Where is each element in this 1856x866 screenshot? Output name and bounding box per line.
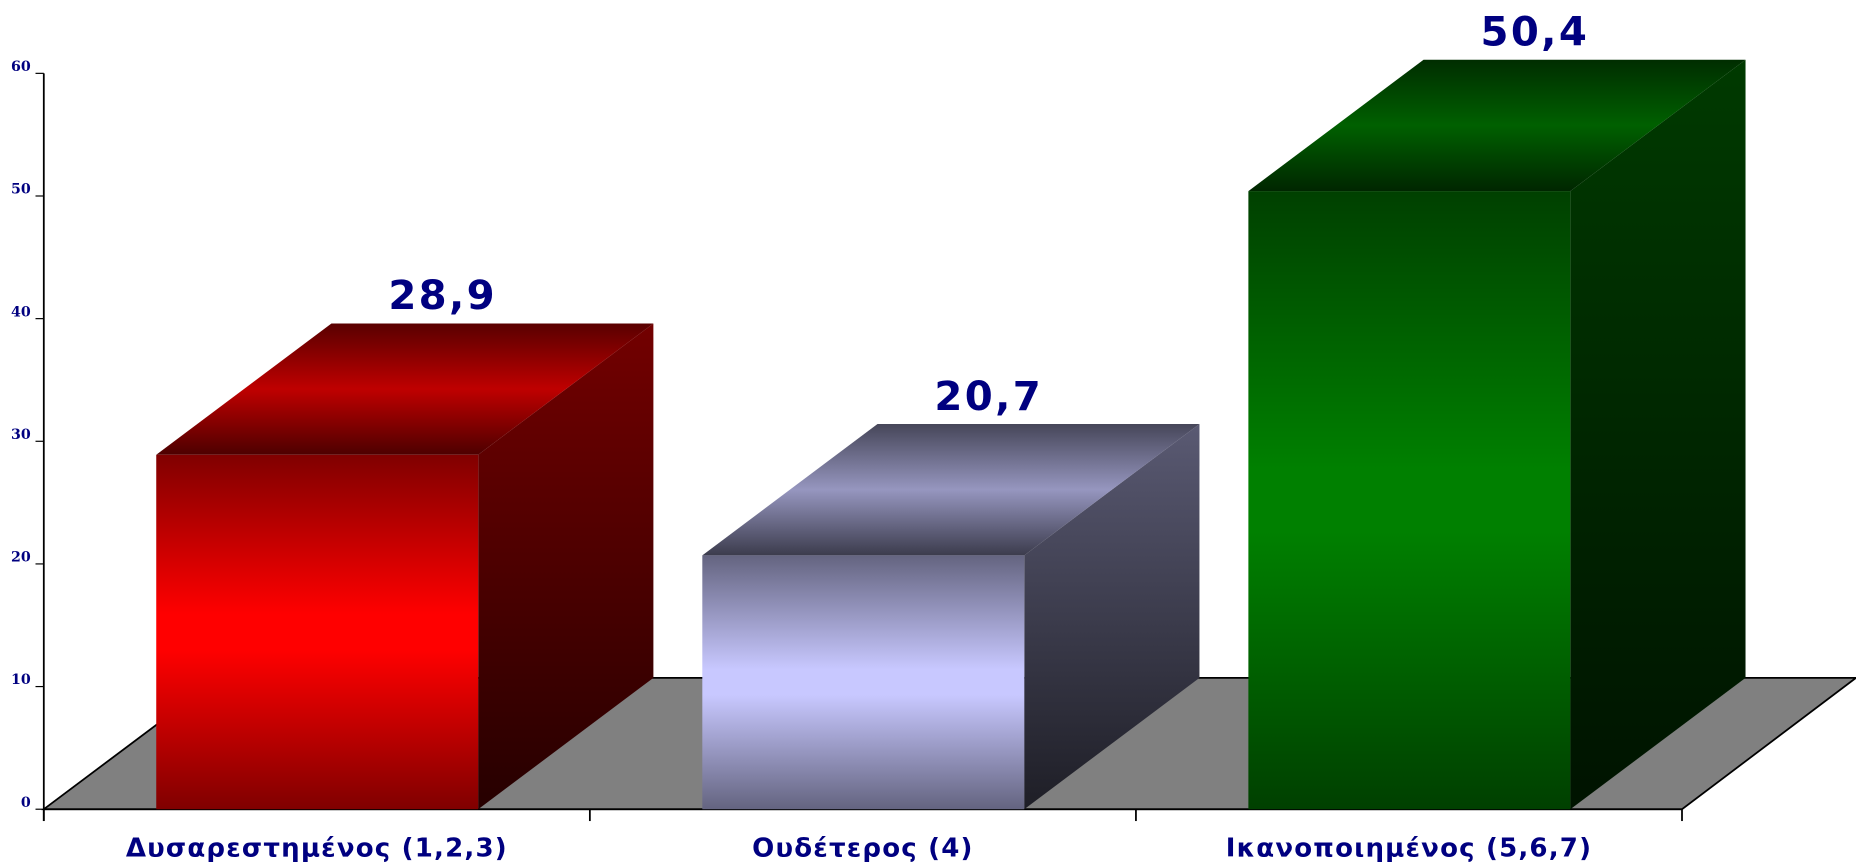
bar-top [702, 424, 1200, 556]
x-tick-label: Δυσαρεστημένος (1,2,3) [126, 834, 508, 864]
bar [156, 454, 479, 810]
value-label: 50,4 [1480, 10, 1589, 56]
bar-top [156, 323, 654, 455]
y-tick-label: 10 [11, 672, 31, 688]
y-tick-label: 30 [11, 427, 31, 443]
bar-side [1024, 424, 1200, 810]
y-tick-label: 20 [11, 550, 31, 566]
x-tick-label: Ικανοποιημένος (5,6,7) [1226, 834, 1592, 864]
bar [1248, 191, 1571, 810]
bar-side [478, 323, 654, 810]
x-tick-label: Ουδέτερος (4) [752, 834, 973, 864]
bar [702, 555, 1025, 810]
value-label: 28,9 [388, 273, 497, 319]
value-label: 20,7 [934, 374, 1043, 420]
y-tick-label: 0 [21, 795, 31, 811]
bar-side [1570, 59, 1746, 810]
y-tick-label: 40 [11, 304, 31, 320]
bar-top [1248, 59, 1746, 192]
y-tick-label: 50 [11, 182, 31, 198]
y-tick-label: 60 [11, 59, 31, 75]
